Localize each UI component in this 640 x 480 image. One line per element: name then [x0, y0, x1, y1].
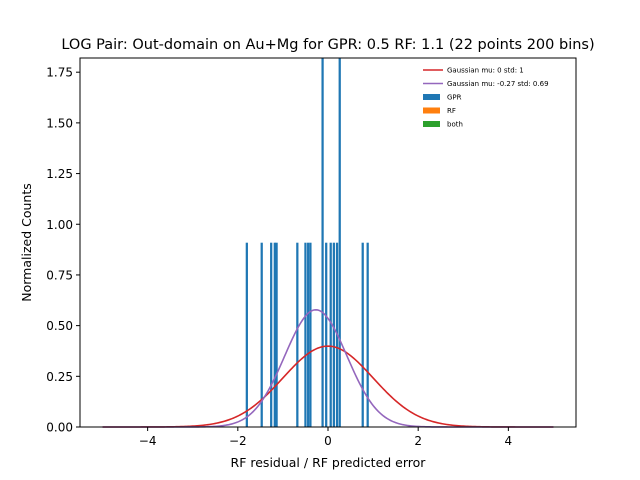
y-tick-label: 0.25	[46, 370, 73, 384]
x-axis-ticks: −4 −2 0 2 4	[139, 427, 512, 448]
legend-patch-swatch	[423, 121, 440, 127]
legend-entry-label: GPR	[447, 94, 462, 102]
histogram-bar-17	[366, 242, 369, 427]
chart-title: LOG Pair: Out-domain on Au+Mg for GPR: 0…	[61, 37, 594, 53]
x-tick-label: 0	[324, 434, 332, 448]
histogram-bar-3	[270, 242, 273, 427]
legend-entry-label: RF	[447, 107, 456, 115]
y-tick-label: 1.25	[46, 167, 73, 181]
histogram-bar-7	[304, 242, 307, 427]
legend-patch-swatch	[423, 107, 440, 114]
histogram-bar-11	[325, 242, 328, 427]
x-axis-label: RF residual / RF predicted error	[231, 455, 427, 470]
histogram-bar-9	[309, 242, 312, 427]
histogram-bar-4	[273, 242, 276, 427]
histogram-bar-12	[329, 242, 332, 427]
x-tick-label: 4	[505, 434, 513, 448]
legend-entry-label: both	[447, 121, 463, 129]
histogram-bar-5	[275, 242, 278, 427]
histogram-bar-1	[245, 242, 248, 427]
x-tick-label: −4	[139, 434, 157, 448]
histogram-bar-15	[338, 58, 341, 427]
y-tick-label: 1.75	[46, 66, 73, 80]
histogram-bar-6	[296, 242, 299, 427]
y-tick-label: 1.50	[46, 116, 73, 130]
y-axis-label: Normalized Counts	[19, 183, 34, 302]
histogram-bar-10	[321, 58, 324, 427]
legend-entry-label: Gaussian mu: 0 std: 1	[447, 67, 524, 75]
y-tick-label: 0.75	[46, 268, 73, 282]
legend: Gaussian mu: 0 std: 1 Gaussian mu: -0.27 …	[423, 67, 549, 129]
x-tick-label: 2	[414, 434, 422, 448]
y-axis-ticks: 0.00 0.25 0.50 0.75 1.00 1.25 1.50 1.75	[46, 66, 80, 435]
histogram-bar-13	[332, 242, 335, 427]
legend-patch-swatch	[423, 94, 440, 100]
histogram-bar-2	[260, 242, 263, 427]
y-tick-label: 1.00	[46, 218, 73, 232]
histogram-bar-16	[361, 242, 364, 427]
y-tick-label: 0.50	[46, 319, 73, 333]
legend-entry-label: Gaussian mu: -0.27 std: 0.69	[447, 80, 549, 88]
y-tick-label: 0.00	[46, 421, 73, 435]
histogram-bar-8	[307, 242, 310, 427]
x-tick-label: −2	[229, 434, 247, 448]
